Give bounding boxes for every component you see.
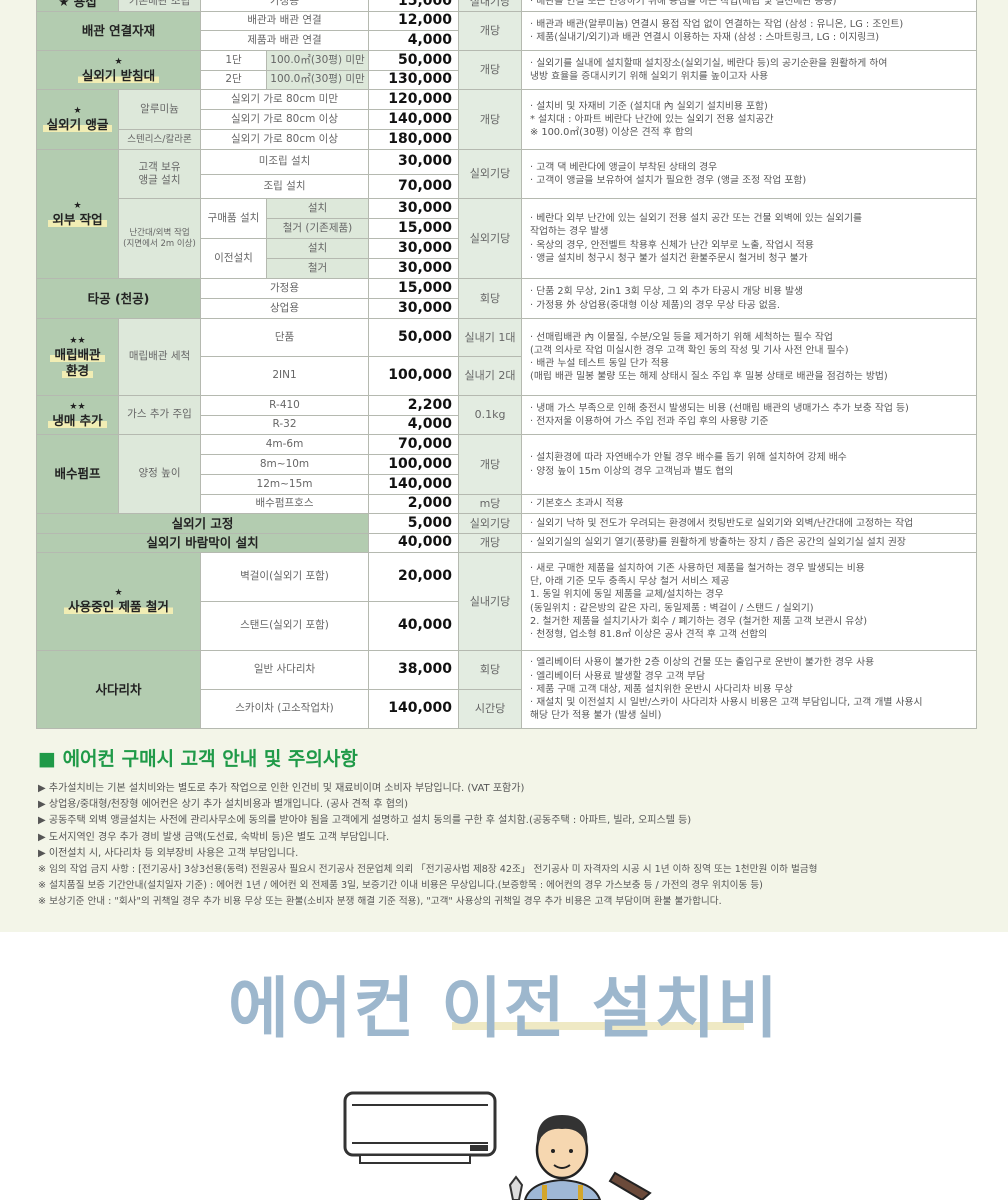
table-row: 제품과 배관 연결 4,000 xyxy=(37,30,977,51)
table-row: 실외기 가로 80cm 이상 140,000 xyxy=(37,109,977,130)
table-row: 배수펌프 양정 높이 4m-6m 70,000 개당 · 설치환경에 따라 자연배수가 안… xyxy=(36,434,978,514)
section-title: 에어컨 이전 설치비 xyxy=(228,970,780,1047)
table-row: 철거 (기존제품) 15,000 xyxy=(37,218,977,239)
notice-title: ■ 에어컨 구매시 고객 안내 및 주의사항 xyxy=(38,748,358,770)
table-row: ★ 실외기 앵글 알루미늄 실외기 가로 80cm 미만 120,000 개당 · 설치비 … xyxy=(36,89,978,150)
table-row: ★★ 냉매 추가 가스 추가 주입 R-410 2,200 0.1kg · 냉매 가스 부족… xyxy=(36,395,978,435)
notice-line: ▶ 이전설치 시, 사다리차 등 외부장비 사용은 고객 부담입니다. xyxy=(38,847,299,859)
table-row: ★ 사용중인 제품 철거 벽걸이(실외기 포함) 20,000 실내기당 · 새로 구매한… xyxy=(36,552,978,651)
notice-line: ▶ 공동주택 외벽 앵글설치는 사전에 관리사무소에 동의를 받아야 됨을 고객… xyxy=(38,815,692,827)
worker-icon xyxy=(508,1115,652,1200)
notice-line: ▶ 상업용/중대형/천장형 에어컨은 상기 추가 설치비용과 별개입니다. (공… xyxy=(38,799,408,811)
table-row: 상업용 30,000 xyxy=(37,298,977,319)
table-row: 스탠드(실외기 포함) 40,000 xyxy=(37,601,977,651)
additional-fee-table: ★ 용접 기존배관 조립 가정용 15,000 실내기당 · 배관을 연결 또는 연장하기… xyxy=(35,0,978,729)
table-row: 조립 설치 70,000 xyxy=(37,174,977,199)
table-row: 2단 100.0㎡(30평) 미만 130,000 xyxy=(37,70,977,90)
table-row: 이전설치 설치 30,000 xyxy=(37,238,977,279)
notice-line: ▶ 추가설치비는 기본 설치비와는 별도로 추가 작업으로 인한 인건비 및 재… xyxy=(38,783,525,794)
table-row: 타공 (천공) 가정용 15,000 회당 · 단품 2회 무상, 2in1 3회 무상… xyxy=(36,278,978,319)
table-row: 사다리차 일반 사다리차 38,000 회당 · 엘리베이터 사용이 불가한 2층 이상… xyxy=(36,650,978,729)
price-section: ★ 용접 기존배관 조립 가정용 15,000 실내기당 · 배관을 연결 또는 연장하기… xyxy=(0,0,1008,932)
notice-line: ※ 설치품질 보증 기간안내(설치일자 기준) : 에어컨 1년 / 에어컨 외… xyxy=(38,880,763,892)
table-row: 8m~10m 100,000 xyxy=(37,454,977,475)
table-row: ★ 용접 기존배관 조립 가정용 15,000 실내기당 · 배관을 연결 또는 연장하기… xyxy=(36,0,978,12)
table-row: 실외기 고정 5,000 실외기당 · 실외기 낙하 및 전도가 우려되는 환경에서 … xyxy=(35,513,978,534)
title-highlight xyxy=(452,1022,744,1030)
customer-notice: ■ 에어컨 구매시 고객 안내 및 주의사항 ▶ 추가설치비는 기본 설치비와는… xyxy=(38,744,978,911)
table-row: 12m~15m 140,000 xyxy=(37,474,977,495)
installer-illustration xyxy=(343,1091,652,1200)
table-row: 배관 연결자재 배관과 배관 연결 12,000 개당 · 배관과 배관(알루미늄) 연… xyxy=(36,11,978,51)
table-row: ★ 외부 작업 고객 보유 앵글 설치 미조립 설치 30,000 실외기당 · 고객 댁 … xyxy=(36,149,978,279)
notice-line: ※ 보상기준 안내 : "회사"의 귀책일 경우 추가 비용 무상 또는 환불(… xyxy=(38,896,722,908)
air-conditioner-icon xyxy=(343,1091,497,1164)
notice-line: ※ 임의 작업 금지 사항 : [전기공사] 3상3선용(동력) 전원공사 필요… xyxy=(38,864,818,876)
notice-line: ▶ 도서지역인 경우 추가 경비 발생 금액(도선료, 숙박비 등)은 별도 고… xyxy=(38,831,390,843)
table-row: 스카이차 (고소작업차) 140,000 시간당 xyxy=(37,689,977,729)
table-row: ★★ 매립배관 환경 매립배관 세척 단품 50,000 실내기 1대 · 선매립배관 內 이… xyxy=(36,318,978,396)
table-row: 난간대/외벽 작업 (지면에서 2m 이상) 구매품 설치 설치 30,000 실외기당… xyxy=(37,198,978,279)
table-row: 실외기 바람막이 설치 40,000 개당 · 실외기실의 실외기 열기(풍량)를 원… xyxy=(35,533,978,553)
table-row: ★ 실외기 받침대 1단 100.0㎡(30평) 미만 50,000 개당 · 실외기를 실… xyxy=(36,50,978,90)
